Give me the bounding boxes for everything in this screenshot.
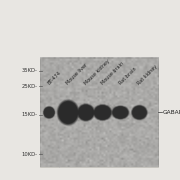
- Ellipse shape: [132, 106, 147, 119]
- Ellipse shape: [112, 106, 129, 119]
- Ellipse shape: [113, 106, 128, 119]
- Ellipse shape: [111, 105, 130, 120]
- Text: 35KD-: 35KD-: [22, 68, 38, 73]
- Ellipse shape: [132, 106, 147, 119]
- Ellipse shape: [94, 105, 111, 120]
- Text: GABARAPL1: GABARAPL1: [163, 110, 180, 115]
- Ellipse shape: [76, 103, 96, 122]
- Ellipse shape: [78, 104, 94, 121]
- Ellipse shape: [77, 103, 95, 122]
- Ellipse shape: [132, 105, 147, 120]
- Ellipse shape: [57, 100, 79, 125]
- Bar: [40, 58, 158, 167]
- Ellipse shape: [42, 106, 56, 119]
- Ellipse shape: [131, 105, 147, 120]
- Ellipse shape: [111, 105, 129, 120]
- Ellipse shape: [94, 105, 111, 120]
- Ellipse shape: [78, 105, 94, 120]
- Ellipse shape: [59, 102, 78, 123]
- Ellipse shape: [113, 106, 128, 119]
- Text: Mouse kidney: Mouse kidney: [83, 58, 111, 86]
- Ellipse shape: [43, 107, 55, 118]
- Ellipse shape: [112, 106, 129, 119]
- Ellipse shape: [77, 104, 94, 121]
- Text: Mouse brain: Mouse brain: [100, 61, 125, 86]
- Text: 15KD-: 15KD-: [22, 112, 38, 117]
- Ellipse shape: [44, 107, 55, 118]
- Ellipse shape: [92, 104, 113, 121]
- Text: 10KD-: 10KD-: [22, 152, 38, 157]
- Ellipse shape: [93, 104, 112, 121]
- Ellipse shape: [131, 105, 148, 120]
- Ellipse shape: [58, 101, 78, 124]
- Ellipse shape: [57, 100, 79, 125]
- Text: Mouse liver: Mouse liver: [66, 62, 89, 86]
- Ellipse shape: [94, 105, 111, 120]
- Ellipse shape: [44, 107, 55, 118]
- Ellipse shape: [93, 105, 112, 120]
- Text: BT-474: BT-474: [46, 70, 62, 86]
- Ellipse shape: [56, 99, 80, 126]
- Ellipse shape: [43, 106, 55, 119]
- Ellipse shape: [59, 102, 78, 123]
- Text: 25KD-: 25KD-: [22, 84, 38, 89]
- Ellipse shape: [130, 104, 148, 121]
- Ellipse shape: [43, 106, 55, 119]
- Ellipse shape: [78, 105, 94, 120]
- Text: Rat brain: Rat brain: [118, 66, 137, 86]
- Text: Rat kidney: Rat kidney: [137, 64, 159, 86]
